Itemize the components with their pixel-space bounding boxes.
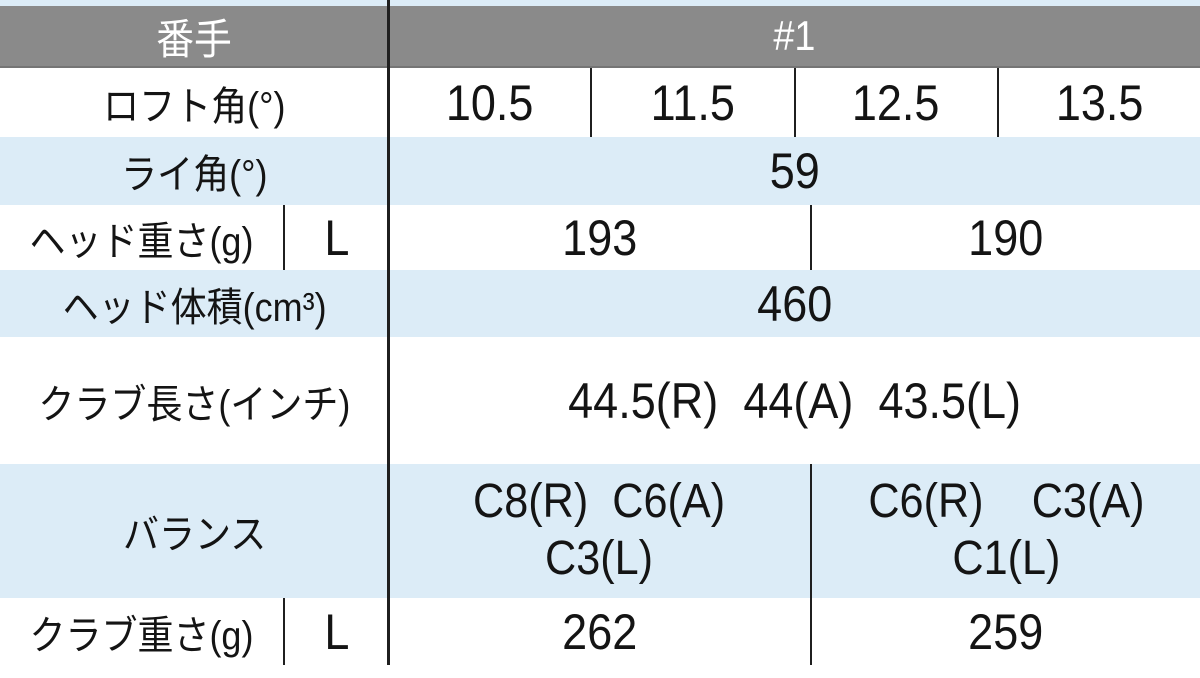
loft-value-cell: 10.5 [389,68,590,137]
club-weight-label: クラブ重さ(g) [29,613,254,658]
loft-value-cell: 12.5 [793,68,997,137]
header-club-id-label: #1 [773,12,816,59]
row-club-length: クラブ長さ(インチ) 44.5(R) 44(A) 43.5(L) [0,337,1200,464]
row-head-weight: ヘッド重さ(g) L 193 190 [0,205,1200,270]
head-weight-label-cell: ヘッド重さ(g) L [0,205,389,270]
head-weight-value-cell: 190 [809,205,1200,270]
lie-label-cell: ライ角(°) [0,137,389,205]
lie-label: ライ角(°) [121,153,268,197]
loft-label-cell: ロフト角(°) [0,68,389,137]
club-weight-values: 262 259 [389,598,1200,665]
club-weight-label-main: クラブ重さ(g) [0,598,283,665]
lie-value: 59 [769,143,820,199]
head-weight-value: 190 [968,209,1044,266]
loft-value: 12.5 [852,74,940,131]
balance-label-cell: バランス [0,464,389,598]
club-weight-flex-label: L [324,603,350,660]
loft-value-cell: 11.5 [590,68,793,137]
club-weight-value-cells: 262 259 [389,598,1200,665]
loft-value: 10.5 [445,74,534,131]
row-lie-angle: ライ角(°) 59 [0,137,1200,205]
balance-value: C6(R) C3(A) C1(L) [867,475,1145,585]
header-club-number-cell: 番手 [0,6,389,66]
loft-value-cell: 13.5 [996,68,1200,137]
header-row: 番手 #1 [0,6,1200,68]
row-loft-angle: ロフト角(°) 10.5 11.5 12.5 13.5 [0,68,1200,137]
head-volume-value-cell: 460 [389,270,1200,337]
head-volume-label-cell: ヘッド体積(cm³) [0,270,389,337]
head-weight-flex-label: L [324,209,350,266]
top-stripe [0,0,1200,6]
head-weight-value: 193 [561,209,637,266]
head-volume-label: ヘッド体積(cm³) [62,285,327,330]
club-weight-label-cell: クラブ重さ(g) L [0,598,389,665]
row-club-weight: クラブ重さ(g) L 262 259 [0,598,1200,665]
club-length-label-cell: クラブ長さ(インチ) [0,337,389,464]
balance-value-cell: C6(R) C3(A) C1(L) [809,464,1200,598]
head-weight-value-cells: 193 190 [389,205,1200,270]
loft-label: ロフト角(°) [103,84,286,129]
loft-value: 11.5 [650,74,735,131]
main-column-divider [387,0,390,665]
balance-value: C8(R) C6(A) C3(L) [473,475,726,585]
balance-value-cells: C8(R) C6(A) C3(L) C6(R) C3(A) C1(L) [389,464,1200,598]
head-weight-label-main: ヘッド重さ(g) [0,205,283,270]
head-weight-label: ヘッド重さ(g) [29,219,254,264]
head-volume-value: 460 [756,275,833,332]
club-weight-value-cell: 259 [809,598,1200,665]
header-club-id-cell: #1 [389,6,1200,66]
club-weight-value: 262 [561,603,637,660]
bottom-spacer [0,665,1200,678]
balance-value-cell: C8(R) C6(A) C3(L) [389,464,810,598]
club-length-value-cell: 44.5(R) 44(A) 43.5(L) [389,337,1200,464]
balance-values: C8(R) C6(A) C3(L) C6(R) C3(A) C1(L) [389,464,1200,598]
loft-value: 13.5 [1055,74,1144,131]
row-head-volume: ヘッド体積(cm³) 460 [0,270,1200,337]
club-length-value: 44.5(R) 44(A) 43.5(L) [568,372,1021,429]
header-club-number-label: 番手 [156,15,233,63]
head-weight-flex-cell: L [283,205,389,270]
loft-value-cells: 10.5 11.5 12.5 13.5 [389,68,1200,137]
balance-label: バランス [122,513,267,557]
head-weight-value-cell: 193 [389,205,810,270]
club-weight-flex-cell: L [283,598,389,665]
loft-values: 10.5 11.5 12.5 13.5 [389,68,1200,137]
lie-value-cell: 59 [389,137,1200,205]
club-weight-value-cell: 262 [389,598,810,665]
club-length-label: クラブ長さ(インチ) [38,382,351,427]
head-weight-values: 193 190 [389,205,1200,270]
row-balance: バランス C8(R) C6(A) C3(L) C6(R) C3(A) C1(L) [0,464,1200,598]
club-weight-value: 259 [968,603,1044,660]
